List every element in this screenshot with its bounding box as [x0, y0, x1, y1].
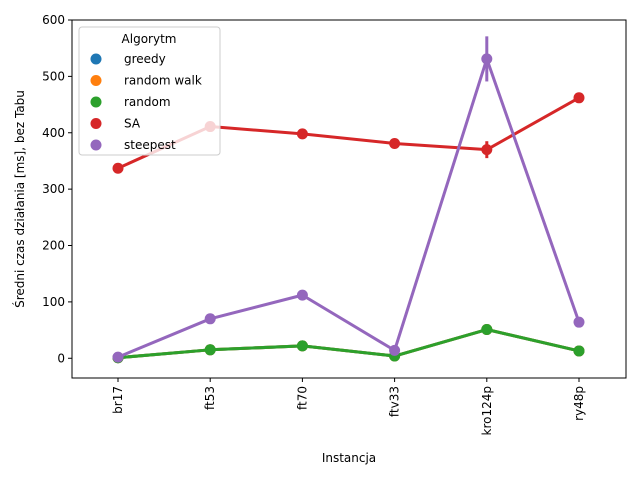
y-tick-label: 100	[42, 295, 65, 309]
series-steepest	[112, 36, 585, 363]
x-tick-label: ftv33	[388, 386, 402, 417]
legend-label: greedy	[124, 52, 166, 66]
legend-marker	[90, 96, 102, 108]
x-tick-label: ft70	[295, 386, 309, 410]
legend-label: steepest	[124, 138, 176, 152]
data-point	[481, 144, 493, 156]
y-axis-label: Średni czas działania [ms], bez Tabu	[12, 90, 27, 308]
series-line-steepest	[116, 57, 581, 359]
data-point	[112, 351, 124, 363]
data-point	[204, 313, 216, 325]
chart-marks	[112, 36, 585, 364]
y-axis-ticks: 0 100 200 300 400 500 600	[42, 13, 72, 365]
data-point	[573, 345, 585, 357]
legend-label: SA	[124, 117, 141, 131]
y-tick-label: 300	[42, 182, 65, 196]
data-point	[296, 289, 308, 301]
data-point	[296, 340, 308, 352]
legend: Algorytm greedy random walk random SA steepe…	[78, 26, 221, 156]
data-point	[389, 137, 401, 149]
data-point	[112, 162, 124, 174]
data-point	[389, 344, 401, 356]
legend-marker	[90, 118, 102, 129]
y-tick-label: 600	[42, 13, 65, 27]
series-line-random	[116, 328, 581, 360]
legend-marker	[90, 75, 102, 86]
data-point	[204, 344, 216, 356]
data-point	[296, 128, 308, 140]
legend-label: random walk	[124, 74, 202, 88]
data-point	[573, 316, 585, 328]
legend-marker	[90, 139, 102, 151]
y-tick-label: 500	[42, 69, 65, 83]
x-tick-label: ft53	[203, 386, 217, 410]
x-tick-label: br17	[111, 386, 125, 414]
data-point	[573, 92, 585, 104]
legend-title: Algorytm	[122, 32, 177, 46]
y-tick-label: 400	[42, 126, 65, 140]
data-point	[481, 53, 493, 65]
legend-marker	[90, 53, 102, 65]
data-point	[481, 324, 493, 336]
legend-box	[78, 26, 221, 156]
y-tick-label: 200	[42, 239, 65, 253]
x-axis-label: Instancja	[322, 451, 376, 465]
y-tick-label: 0	[57, 351, 65, 365]
x-tick-label: kro124p	[480, 386, 494, 435]
x-axis-ticks: br17 ft53 ft70 ftv33 kro124p ry48p	[111, 378, 586, 435]
x-tick-label: ry48p	[572, 386, 586, 421]
legend-label: random	[124, 95, 171, 109]
